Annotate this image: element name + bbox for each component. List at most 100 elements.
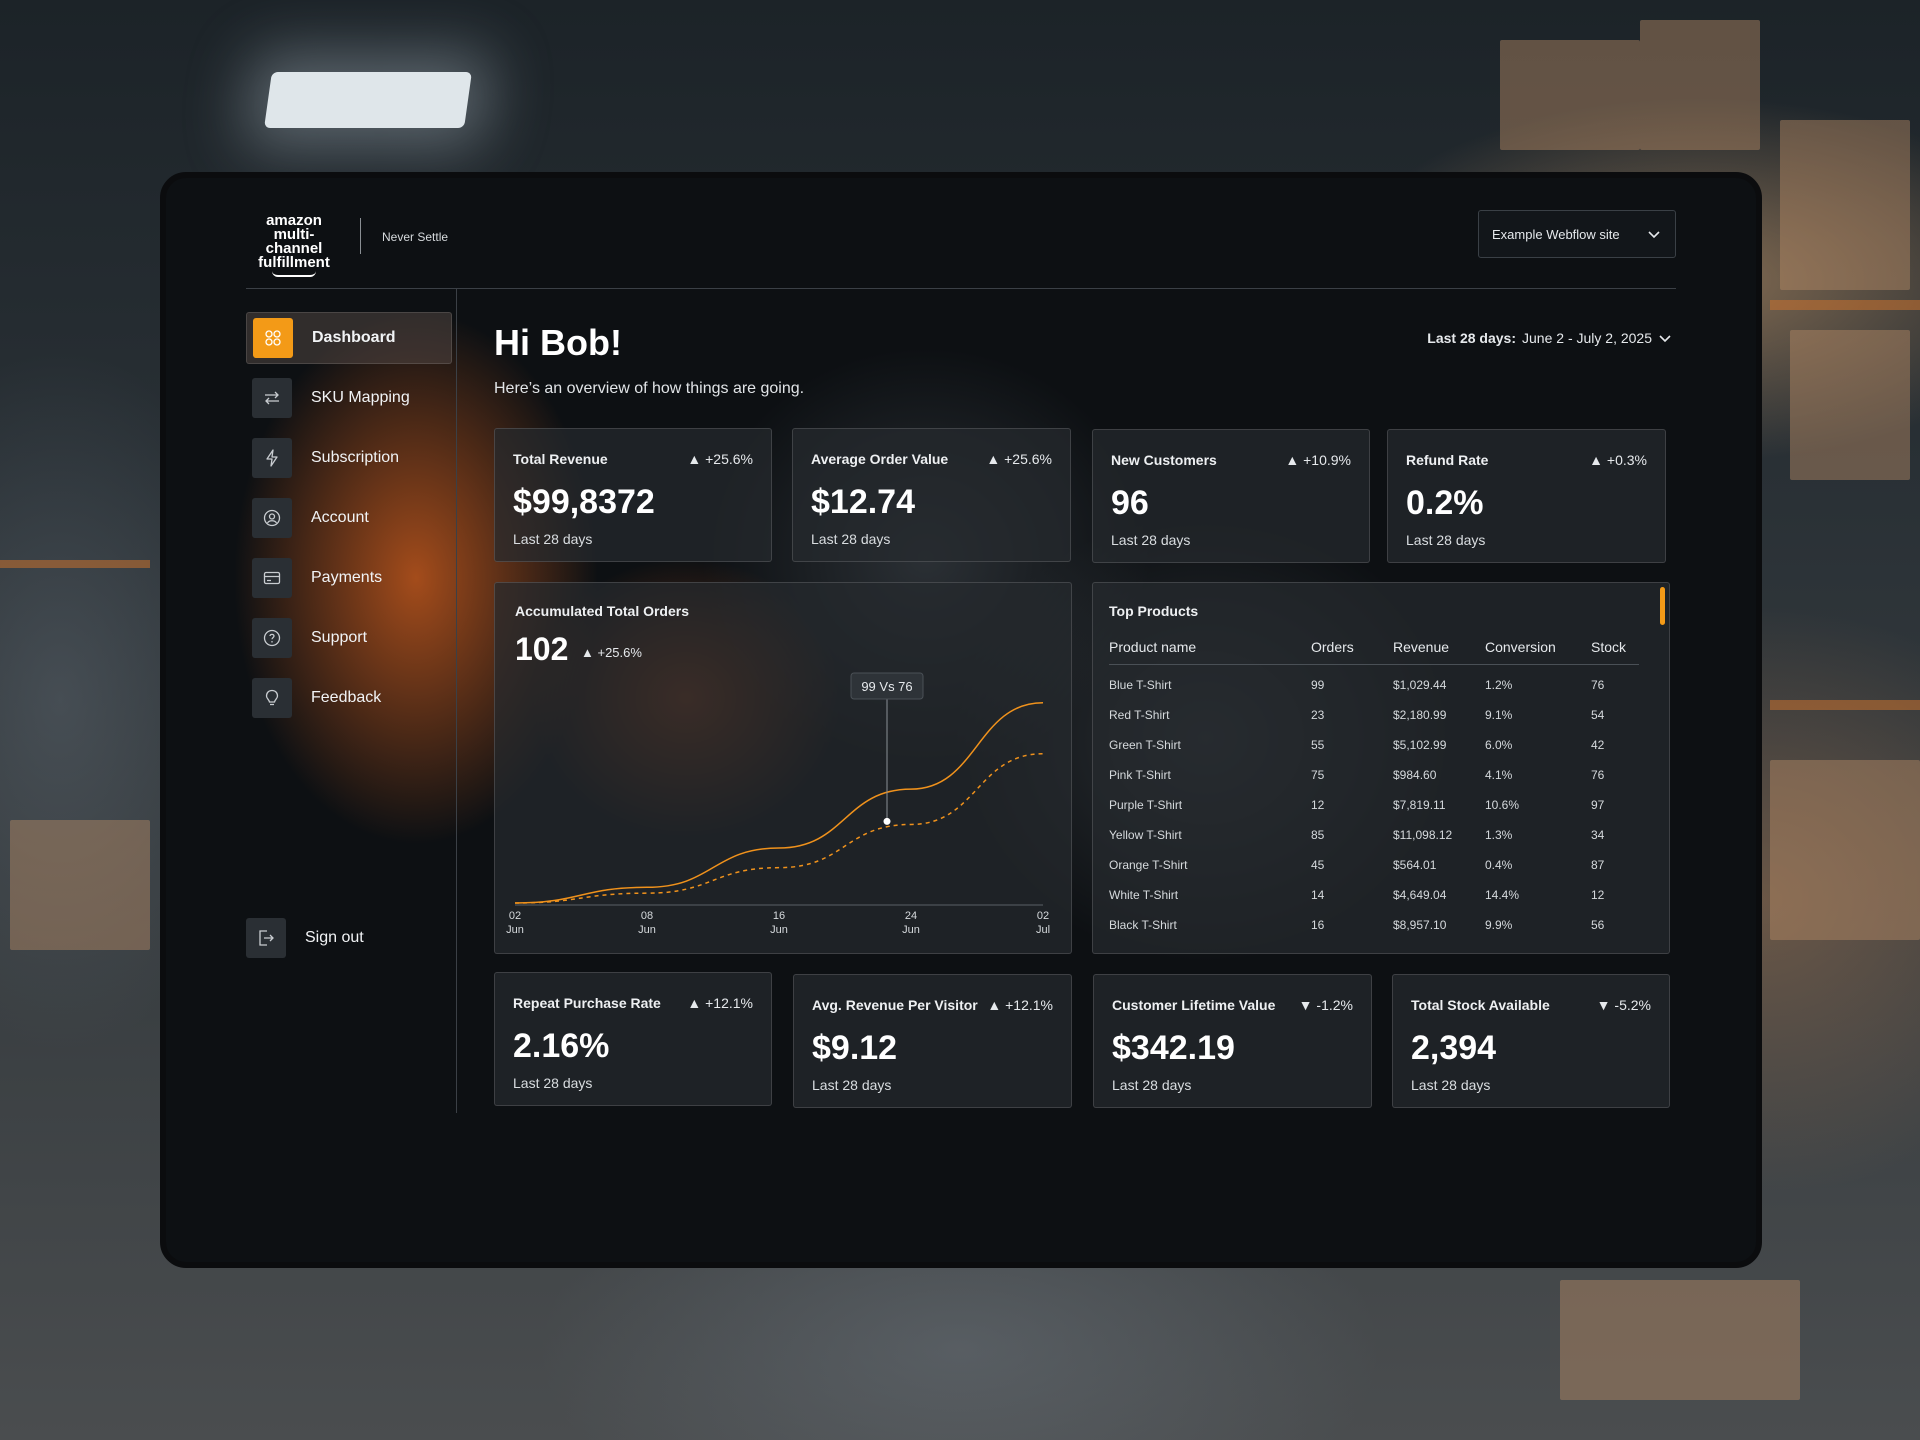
kpi-card-refund-rate[interactable]: Refund Rate ▲ +0.3% 0.2% Last 28 days [1387,429,1666,563]
logo-divider [360,218,361,254]
table-cell: 97 [1591,798,1605,812]
table-cell: 45 [1311,858,1325,872]
kpi-period: Last 28 days [1111,532,1191,548]
kpi-delta: ▼ -1.2% [1298,997,1353,1013]
kpi-period: Last 28 days [1411,1077,1491,1093]
table-row[interactable]: Pink T-Shirt 75 $984.60 4.1% 76 [1109,760,1639,790]
table-header: Product name Orders Revenue Conversion S… [1109,639,1639,665]
table-row[interactable]: Red T-Shirt 23 $2,180.99 9.1% 54 [1109,700,1639,730]
table-cell: 0.4% [1485,858,1513,872]
table-cell: White T-Shirt [1109,888,1179,902]
user-circle-icon [252,498,292,538]
sidebar-item-account[interactable]: Account [246,492,452,544]
scrollbar-thumb[interactable] [1660,587,1665,625]
table-row[interactable]: Blue T-Shirt 99 $1,029.44 1.2% 76 [1109,670,1639,700]
sidebar-divider [456,288,457,1113]
kpi-value: $9.12 [812,1029,898,1067]
table-cell: $1,029.44 [1393,678,1447,692]
kpi-delta: ▲ +25.6% [986,451,1052,467]
sidebar-item-label: Account [311,509,369,526]
table-cell: 4.1% [1485,768,1513,782]
table-cell: 76 [1591,678,1605,692]
top-products-title: Top Products [1109,603,1199,619]
lightbulb-icon [252,678,292,718]
table-cell: 23 [1311,708,1325,722]
site-selector-value: Example Webflow site [1492,226,1620,242]
table-cell: 1.3% [1485,828,1513,842]
kpi-period: Last 28 days [513,1075,593,1091]
logo-text-line3: fulfillment [258,254,330,271]
column-header[interactable]: Revenue [1393,639,1450,655]
kpi-period: Last 28 days [1112,1077,1192,1093]
kpi-card-average-order-value[interactable]: Average Order Value ▲ +25.6% $12.74 Last… [792,428,1071,562]
x-tick-month: Jul [1036,924,1050,936]
kpi-card-new-customers[interactable]: New Customers ▲ +10.9% 96 Last 28 days [1092,429,1370,563]
sidebar-item-payments[interactable]: Payments [246,552,452,604]
sidebar-item-sku-mapping[interactable]: SKU Mapping [246,372,452,424]
table-cell: 12 [1591,888,1605,902]
kpi-period: Last 28 days [513,531,593,547]
sidebar-item-subscription[interactable]: Subscription [246,432,452,484]
column-header[interactable]: Stock [1591,639,1627,655]
dashboard-window: amazon multi-channel fulfillment Never S… [160,172,1762,1268]
kpi-title: Avg. Revenue Per Visitor [812,997,978,1013]
table-row[interactable]: Yellow T-Shirt 85 $11,098.12 1.3% 34 [1109,820,1639,850]
table-cell: Yellow T-Shirt [1109,828,1182,842]
date-range-picker[interactable]: Last 28 days: June 2 - July 2, 2025 [1427,330,1672,346]
table-cell: Purple T-Shirt [1109,798,1183,812]
table-row[interactable]: Green T-Shirt 55 $5,102.99 6.0% 42 [1109,730,1639,760]
sidebar-item-dashboard[interactable]: Dashboard [246,312,452,364]
kpi-delta: ▲ +25.6% [687,451,753,467]
table-cell: 99 [1311,678,1325,692]
kpi-card-repeat-purchase-rate[interactable]: Repeat Purchase Rate ▲ +12.1% 2.16% Last… [494,972,772,1106]
shelf-beam [0,560,150,568]
kpi-card-total-revenue[interactable]: Total Revenue ▲ +25.6% $99,8372 Last 28 … [494,428,772,562]
sidebar-item-label: SKU Mapping [311,389,410,406]
amazon-mcf-logo[interactable]: amazon multi-channel fulfillment [246,213,342,277]
kpi-title: Refund Rate [1406,452,1489,468]
sign-out-label: Sign out [305,929,364,946]
table-cell: Pink T-Shirt [1109,768,1171,782]
table-cell: 9.9% [1485,918,1513,932]
table-cell: Orange T-Shirt [1109,858,1188,872]
table-row[interactable]: Black T-Shirt 16 $8,957.10 9.9% 56 [1109,910,1639,940]
table-cell: 12 [1311,798,1325,812]
kpi-period: Last 28 days [1406,532,1486,548]
kpi-title: Customer Lifetime Value [1112,997,1276,1013]
ceiling-light [264,72,472,128]
sidebar-item-support[interactable]: Support [246,612,452,664]
orders-line-chart[interactable]: 99 Vs 76 02 Jun 08 Jun 16 Jun 24 Jun 02 Jul [495,583,1073,955]
box [10,820,150,950]
chart-title: Accumulated Total Orders [515,603,690,619]
table-cell: 14 [1311,888,1325,902]
box [1640,20,1760,150]
page-subtitle: Here’s an overview of how things are goi… [494,380,805,397]
site-selector-dropdown[interactable]: Example Webflow site [1478,210,1676,258]
sidebar-item-label: Payments [311,569,383,586]
table-row[interactable]: Orange T-Shirt 45 $564.01 0.4% 87 [1109,850,1639,880]
sidebar-item-label: Dashboard [312,329,396,346]
column-header[interactable]: Product name [1109,639,1197,655]
table-cell: 76 [1591,768,1605,782]
sidebar-item-label: Subscription [311,449,400,466]
column-header[interactable]: Orders [1311,639,1354,655]
table-cell: 75 [1311,768,1325,782]
table-row[interactable]: Purple T-Shirt 12 $7,819.11 10.6% 97 [1109,790,1639,820]
sidebar-item-label: Feedback [311,689,382,706]
kpi-card-customer-lifetime-value[interactable]: Customer Lifetime Value ▼ -1.2% $342.19 … [1093,974,1372,1108]
table-cell: $984.60 [1393,768,1437,782]
series-line-solid [514,701,1044,904]
logo-text-line2: multi-channel [265,226,323,257]
kpi-card-total-stock-available[interactable]: Total Stock Available ▼ -5.2% 2,394 Last… [1392,974,1670,1108]
table-row[interactable]: White T-Shirt 14 $4,649.04 14.4% 12 [1109,880,1639,910]
sidebar-item-feedback[interactable]: Feedback [246,672,452,724]
kpi-delta: ▲ +12.1% [687,995,753,1011]
table-cell: 6.0% [1485,738,1513,752]
kpi-card-avg-revenue-per-visitor[interactable]: Avg. Revenue Per Visitor ▲ +12.1% $9.12 … [793,974,1072,1108]
column-header[interactable]: Conversion [1485,639,1556,655]
table-cell: 87 [1591,858,1605,872]
chart-delta: ▲ +25.6% [581,645,642,660]
top-bar: amazon multi-channel fulfillment Never S… [246,210,1676,277]
sign-out-button[interactable]: Sign out [246,916,364,960]
table-cell: $11,098.12 [1393,828,1453,842]
